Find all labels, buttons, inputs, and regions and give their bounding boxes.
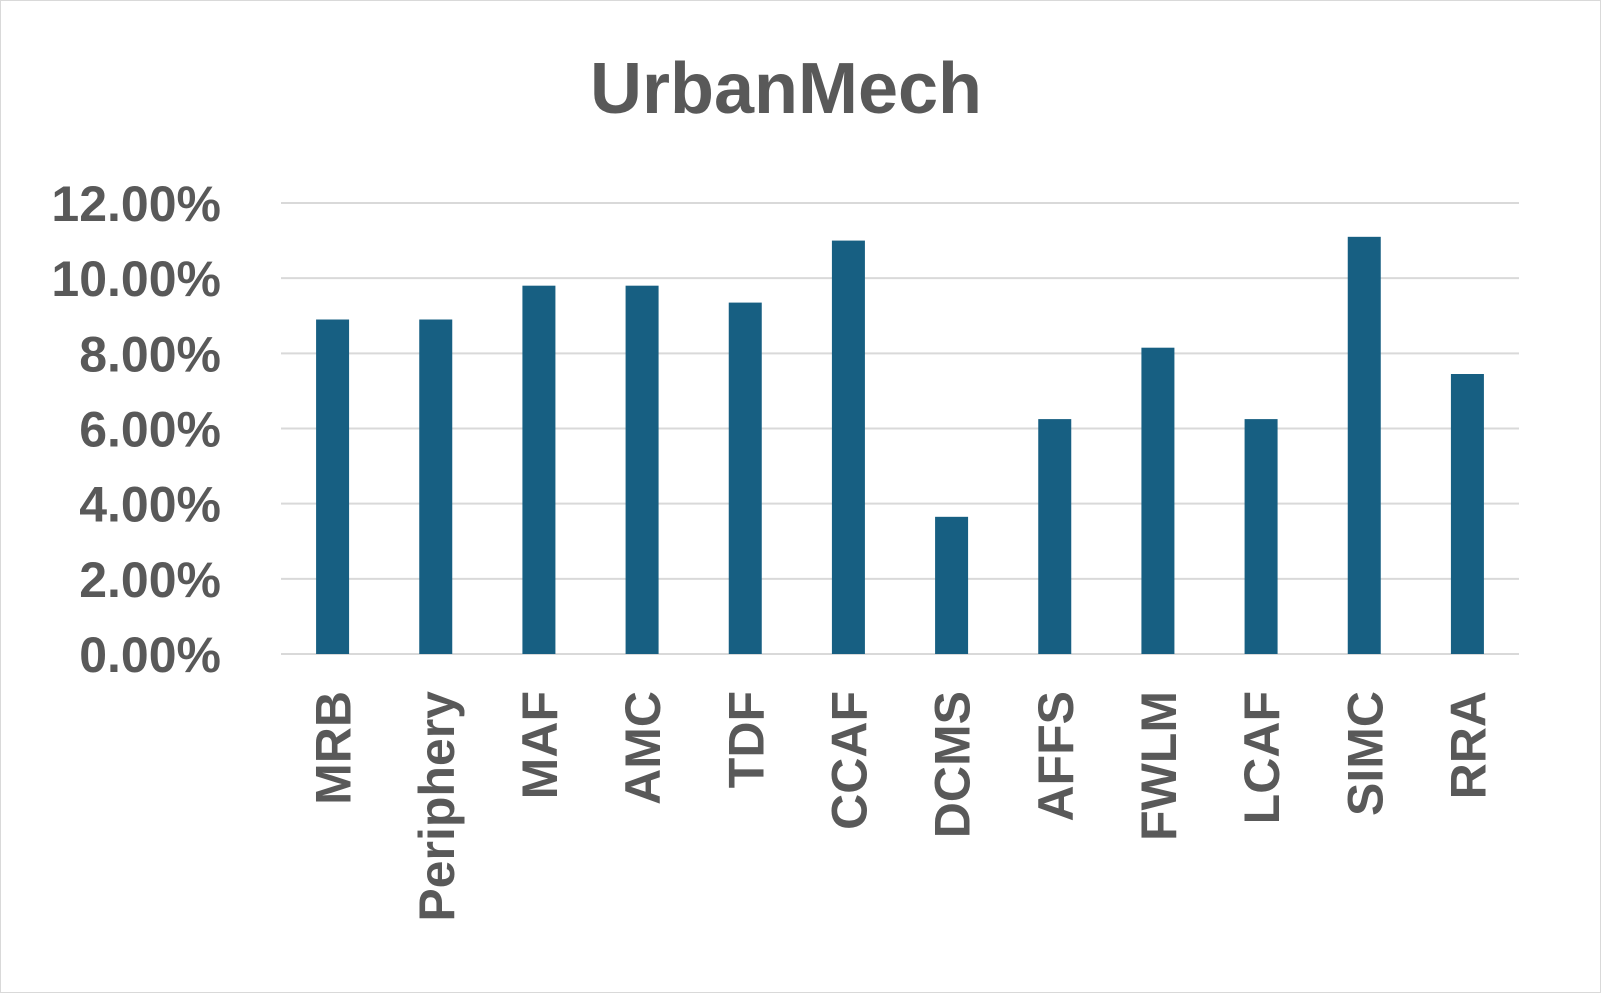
x-category-label: AFFS bbox=[1028, 691, 1084, 822]
bar-dcms bbox=[935, 516, 969, 654]
bar-periphery bbox=[419, 319, 453, 654]
x-category-label: RRA bbox=[1440, 691, 1496, 799]
x-category-label: MRB bbox=[306, 691, 362, 805]
y-tick-label: 6.00% bbox=[79, 402, 221, 458]
bar-rra bbox=[1450, 374, 1484, 654]
bar-fwlm bbox=[1141, 347, 1175, 654]
y-tick-label: 12.00% bbox=[51, 176, 221, 232]
bar-affs bbox=[1038, 419, 1072, 654]
y-tick-label: 2.00% bbox=[79, 552, 221, 608]
bar-simc bbox=[1347, 236, 1381, 654]
x-category-label: DCMS bbox=[925, 691, 981, 838]
bar-mrb bbox=[316, 319, 350, 654]
bar-maf bbox=[522, 285, 556, 654]
x-category-label: MAF bbox=[512, 691, 568, 799]
x-category-label: Periphery bbox=[409, 691, 465, 922]
bar-amc bbox=[625, 285, 659, 654]
bar-lcaf bbox=[1244, 419, 1278, 654]
x-category-label: CCAF bbox=[821, 691, 877, 830]
bars bbox=[316, 236, 1484, 655]
y-tick-label: 0.00% bbox=[79, 627, 221, 683]
bar-ccaf bbox=[831, 240, 865, 655]
bar-tdf bbox=[728, 302, 762, 654]
y-tick-label: 4.00% bbox=[79, 477, 221, 533]
chart-title: UrbanMech bbox=[590, 49, 982, 129]
x-category-label: TDF bbox=[718, 691, 774, 788]
x-axis-categories: MRB Periphery MAF AMC TDF CCAF DCMS AFFS FWLM LCA… bbox=[306, 691, 1497, 922]
gridlines bbox=[281, 202, 1519, 655]
x-category-label: FWLM bbox=[1131, 691, 1187, 841]
y-tick-label: 10.00% bbox=[51, 251, 221, 307]
x-category-label: SIMC bbox=[1337, 691, 1393, 816]
y-axis-ticks: 0.00% 2.00% 4.00% 6.00% 8.00% 10.00% 12.00% bbox=[51, 176, 221, 683]
y-tick-label: 8.00% bbox=[79, 326, 221, 382]
x-category-label: LCAF bbox=[1234, 691, 1290, 824]
x-category-label: AMC bbox=[615, 691, 671, 805]
